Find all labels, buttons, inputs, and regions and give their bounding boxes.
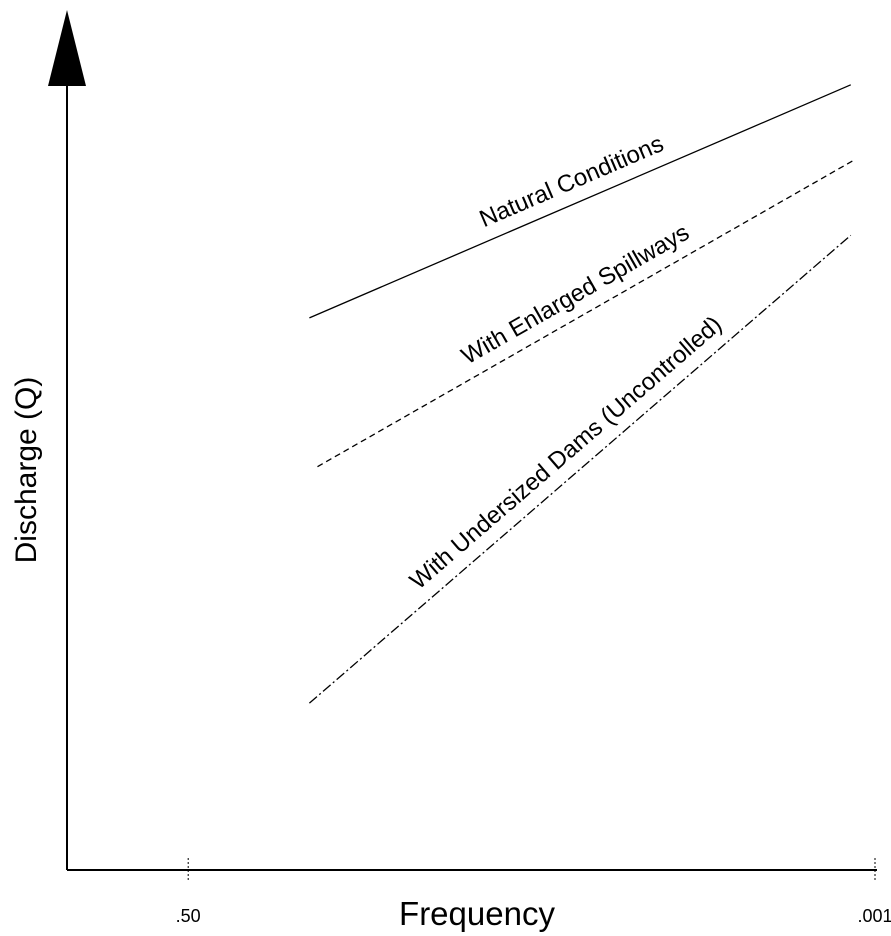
series-label: With Undersized Dams (Uncontrolled) [405, 311, 727, 595]
x-tick-label: .50 [176, 906, 201, 926]
y-axis-label: Discharge (Q) [10, 377, 43, 564]
series-label: With Enlarged Spillways [457, 219, 694, 370]
x-tick-label: .001 [857, 906, 891, 926]
series-line [308, 234, 852, 704]
series-line [309, 84, 852, 319]
series-line [317, 159, 856, 468]
y-axis-arrow [48, 10, 86, 86]
series-label: Natural Conditions [476, 130, 668, 233]
x-axis-label: Frequency [399, 895, 555, 932]
